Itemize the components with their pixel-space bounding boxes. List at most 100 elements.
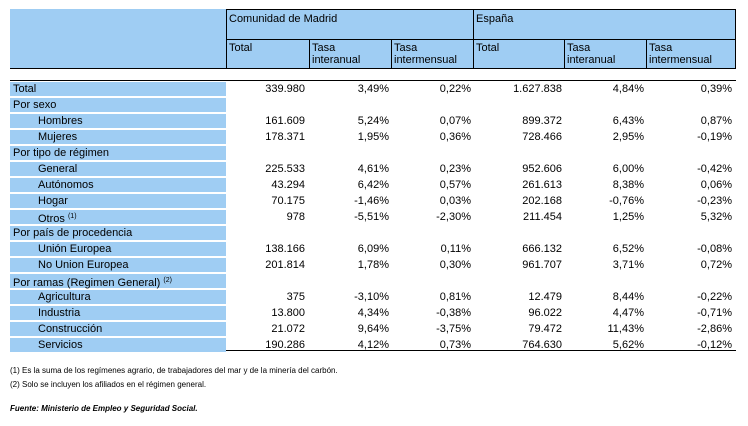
header-mid-border xyxy=(226,39,736,40)
cell-espana-tasa-intermensual: -0,12% xyxy=(697,339,732,351)
cell-madrid-tasa-interanual: -3,10% xyxy=(354,291,389,303)
cell-espana-total: 952.606 xyxy=(522,163,562,175)
cell-madrid-tasa-intermensual: -2,30% xyxy=(436,211,471,223)
cell-madrid-tasa-intermensual: 0,57% xyxy=(439,179,471,191)
table-row-label: Hogar xyxy=(10,194,226,208)
cell-espana-tasa-interanual: 4,47% xyxy=(612,307,644,319)
cell-madrid-tasa-intermensual: 0,22% xyxy=(439,83,471,95)
cell-espana-total: 728.466 xyxy=(522,131,562,143)
cell-madrid-tasa-interanual: 6,09% xyxy=(357,243,389,255)
table-section-label: Por país de procedencia xyxy=(10,226,226,240)
row-label-text: Mujeres xyxy=(38,131,78,143)
cell-madrid-tasa-intermensual: 0,11% xyxy=(440,243,471,255)
row-label-text: Construcción xyxy=(38,323,103,335)
cell-espana-tasa-interanual: 3,71% xyxy=(612,259,644,271)
header-divider xyxy=(391,39,392,69)
cell-madrid-total: 21.072 xyxy=(271,323,305,335)
cell-espana-tasa-intermensual: -0,71% xyxy=(697,307,732,319)
cell-madrid-total: 339.980 xyxy=(265,83,305,95)
cell-madrid-tasa-intermensual: 0,81% xyxy=(439,291,471,303)
header-divider xyxy=(735,9,736,69)
header-bottom-border xyxy=(10,68,736,69)
row-label-text: Por país de procedencia xyxy=(13,227,133,239)
cell-espana-tasa-interanual: 11,43% xyxy=(607,323,645,335)
cell-madrid-total: 375 xyxy=(286,291,305,303)
row-label-text: Por sexo xyxy=(13,99,57,111)
cell-espana-total: 12.479 xyxy=(528,291,562,303)
cell-espana-tasa-interanual: -0,76% xyxy=(609,195,644,207)
table-section-label: Por sexo xyxy=(10,98,226,112)
cell-espana-tasa-intermensual: -0,23% xyxy=(697,195,732,207)
cell-espana-total: 666.132 xyxy=(522,243,562,255)
row-label-text: Total xyxy=(13,83,37,95)
cell-madrid-tasa-interanual: 4,34% xyxy=(357,307,389,319)
cell-madrid-tasa-interanual: -1,46% xyxy=(354,195,389,207)
footnote-ref: (2) xyxy=(163,277,172,284)
table-row-label: Otros (1) xyxy=(10,210,226,225)
cell-madrid-tasa-interanual: 3,49% xyxy=(357,83,389,95)
cell-madrid-tasa-intermensual: 0,03% xyxy=(439,195,471,207)
table-row-label: General xyxy=(10,162,226,176)
cell-madrid-total: 70.175 xyxy=(271,195,305,207)
cell-espana-total: 202.168 xyxy=(522,195,562,207)
cell-espana-tasa-intermensual: 0,06% xyxy=(700,179,732,191)
footnote-2: (2) Solo se incluyen los afiliados en el… xyxy=(10,380,207,389)
header-divider xyxy=(646,39,647,69)
cell-madrid-tasa-intermensual: -3,75% xyxy=(436,323,471,335)
cell-madrid-tasa-interanual: -5,51% xyxy=(354,211,389,223)
group-header-espana: España xyxy=(476,13,514,25)
cell-espana-total: 764.630 xyxy=(522,339,562,351)
header-divider xyxy=(309,39,310,69)
row-label-text: Por ramas (Regimen General) xyxy=(13,277,161,289)
cell-espana-tasa-interanual: 5,62% xyxy=(612,339,644,351)
table-body-bottom-border xyxy=(10,350,736,351)
header-divider xyxy=(473,9,474,69)
table-section-label: Por ramas (Regimen General) (2) xyxy=(10,274,226,289)
cell-madrid-total: 190.286 xyxy=(265,339,305,351)
table-row-label: Unión Europea xyxy=(10,242,226,256)
cell-madrid-tasa-intermensual: 0,07% xyxy=(439,115,471,127)
table-row-label: No Union Europea xyxy=(10,258,226,272)
col-header-tasa-interanual: Tasa interanual xyxy=(567,42,616,66)
cell-espana-tasa-intermensual: -0,22% xyxy=(697,291,732,303)
cell-madrid-tasa-interanual: 4,61% xyxy=(357,163,389,175)
table-section-label: Total xyxy=(10,82,226,96)
cell-espana-tasa-interanual: 2,95% xyxy=(612,131,644,143)
cell-espana-tasa-interanual: 6,52% xyxy=(612,243,644,255)
cell-espana-tasa-intermensual: 0,72% xyxy=(700,259,732,271)
row-label-text: Agricultura xyxy=(38,291,91,303)
cell-espana-total: 96.022 xyxy=(528,307,562,319)
header-divider xyxy=(564,39,565,69)
cell-espana-tasa-interanual: 6,43% xyxy=(612,115,644,127)
cell-espana-tasa-intermensual: -2,86% xyxy=(697,323,732,335)
row-label-text: Industria xyxy=(38,307,81,319)
cell-espana-tasa-interanual: 8,44% xyxy=(612,291,644,303)
cell-madrid-tasa-interanual: 1,95% xyxy=(357,131,389,143)
row-label-text: Hombres xyxy=(38,115,83,127)
row-label-text: General xyxy=(38,163,78,175)
cell-espana-tasa-interanual: 6,00% xyxy=(612,163,644,175)
cell-madrid-tasa-intermensual: 0,30% xyxy=(439,259,471,271)
cell-espana-total: 961.707 xyxy=(522,259,562,271)
header-top-border xyxy=(226,9,736,10)
footnote-ref: (1) xyxy=(67,213,77,220)
cell-madrid-total: 178.371 xyxy=(265,131,305,143)
footnote-1: (1) Es la suma de los regímenes agrario,… xyxy=(10,366,338,375)
cell-espana-tasa-intermensual: 0,39% xyxy=(700,83,732,95)
cell-espana-total: 899.372 xyxy=(522,115,562,127)
header-divider xyxy=(226,9,227,69)
cell-espana-tasa-interanual: 1,25% xyxy=(612,211,644,223)
table-row-label: Construcción xyxy=(10,322,226,336)
row-label-text: No Union Europea xyxy=(38,259,129,271)
cell-madrid-tasa-intermensual: 0,36% xyxy=(439,131,471,143)
table-row-label: Autónomos xyxy=(10,178,226,192)
cell-madrid-tasa-interanual: 9,64% xyxy=(357,323,389,335)
cell-espana-total: 261.613 xyxy=(522,179,562,191)
cell-madrid-tasa-intermensual: -0,38% xyxy=(436,307,471,319)
row-label-text: Por tipo de régimen xyxy=(13,147,109,159)
table-row-label: Mujeres xyxy=(10,130,226,144)
table-section-label: Por tipo de régimen xyxy=(10,146,226,160)
cell-espana-tasa-interanual: 8,38% xyxy=(612,179,644,191)
col-header-tasa-interanual: Tasa interanual xyxy=(312,42,361,66)
col-header-tasa-intermensual: Tasa intermensual xyxy=(394,42,457,66)
